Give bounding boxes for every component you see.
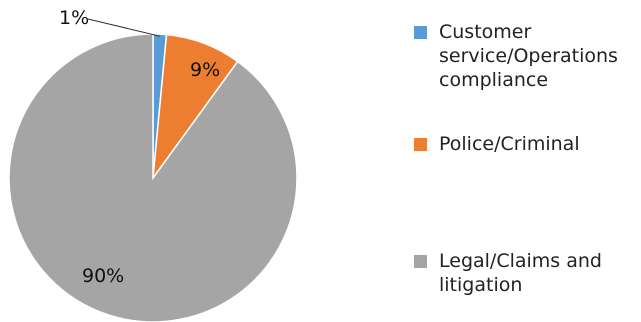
pie-label-legal-claims: 90% [82, 265, 124, 287]
pie-chart: 1% 9% 90% [8, 7, 298, 322]
pie-label-police-criminal: 9% [190, 59, 220, 81]
legend-item-police-criminal: Police/Criminal [414, 132, 639, 156]
legend-swatch-legal-claims [414, 255, 427, 268]
legend-item-legal-claims: Legal/Claims and litigation [414, 249, 639, 297]
pie-leader-line [87, 18, 160, 37]
legend-item-customer-service: Customer service/Operations compliance [414, 20, 639, 92]
legend: Customer service/Operations compliance P… [414, 0, 641, 322]
legend-swatch-customer-service [414, 26, 427, 39]
pie-labels: 1% 9% 90% [59, 7, 220, 287]
legend-label-customer-service: Customer service/Operations compliance [439, 21, 618, 91]
legend-label-legal-claims: Legal/Claims and litigation [439, 250, 602, 296]
legend-label-police-criminal: Police/Criminal [439, 133, 580, 155]
pie-slice-legal-claims [8, 33, 298, 322]
pie-label-customer-service: 1% [59, 7, 89, 29]
legend-swatch-police-criminal [414, 138, 427, 151]
pie-slices [8, 33, 298, 322]
